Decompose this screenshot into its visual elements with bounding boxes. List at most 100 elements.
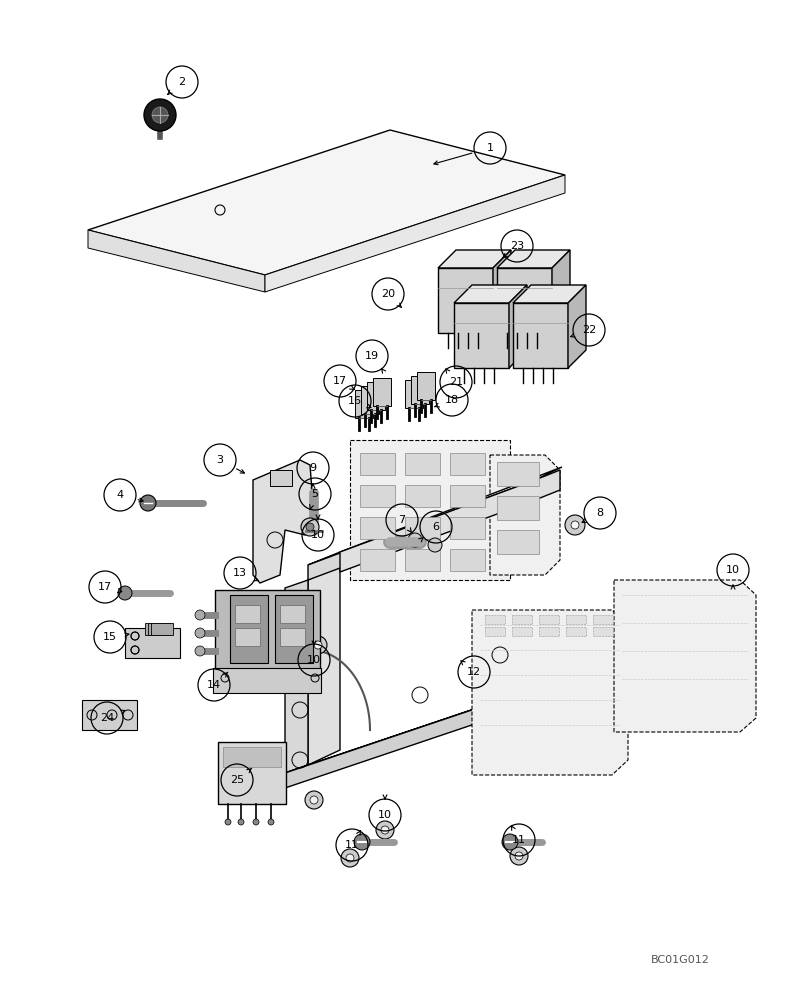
Text: 18: 18 [445, 395, 459, 405]
Circle shape [502, 834, 518, 850]
Circle shape [225, 819, 231, 825]
Bar [405, 517, 440, 539]
Bar [230, 595, 268, 663]
Polygon shape [454, 303, 509, 368]
Text: 17: 17 [98, 582, 112, 592]
Text: 4: 4 [116, 490, 124, 500]
Text: 22: 22 [582, 325, 596, 335]
Text: 16: 16 [348, 396, 362, 406]
Bar [593, 615, 613, 624]
Polygon shape [438, 268, 493, 333]
Bar [539, 615, 559, 624]
Circle shape [152, 107, 168, 123]
Bar [235, 628, 260, 646]
Polygon shape [285, 688, 537, 788]
Bar [218, 742, 286, 804]
Text: 17: 17 [333, 376, 347, 386]
Text: 24: 24 [100, 713, 114, 723]
Text: 11: 11 [345, 840, 359, 850]
Circle shape [268, 819, 274, 825]
Polygon shape [253, 460, 315, 583]
Bar [275, 595, 313, 663]
Polygon shape [497, 250, 570, 268]
Polygon shape [308, 467, 562, 565]
Circle shape [140, 495, 156, 511]
Bar [213, 668, 321, 693]
Text: 20: 20 [381, 289, 395, 299]
Bar [151, 623, 173, 635]
Bar [566, 615, 586, 624]
Circle shape [314, 641, 322, 649]
Bar [405, 485, 440, 507]
Bar [145, 623, 167, 635]
Bar [360, 549, 395, 571]
Text: 9: 9 [309, 463, 317, 473]
Text: 10: 10 [307, 655, 321, 665]
Polygon shape [308, 480, 535, 580]
Polygon shape [308, 565, 340, 765]
Bar [512, 627, 532, 636]
Text: BC01G012: BC01G012 [650, 955, 709, 965]
Text: 8: 8 [596, 508, 604, 518]
Polygon shape [355, 390, 373, 418]
Text: 13: 13 [233, 568, 247, 578]
Polygon shape [411, 376, 429, 404]
Bar [450, 549, 485, 571]
Polygon shape [513, 285, 586, 303]
Polygon shape [472, 610, 628, 775]
Bar [566, 627, 586, 636]
Text: 6: 6 [432, 522, 440, 532]
Polygon shape [405, 380, 423, 408]
Bar [450, 485, 485, 507]
Bar [360, 453, 395, 475]
Circle shape [195, 610, 205, 620]
Bar [360, 517, 395, 539]
Polygon shape [285, 580, 308, 773]
Bar [450, 517, 485, 539]
Bar [497, 530, 539, 554]
Polygon shape [361, 386, 379, 414]
Circle shape [310, 796, 318, 804]
Polygon shape [265, 175, 565, 292]
Circle shape [515, 852, 523, 860]
Bar [270, 470, 292, 486]
Circle shape [381, 826, 389, 834]
Circle shape [354, 834, 370, 850]
Circle shape [238, 819, 244, 825]
Bar [497, 496, 539, 520]
Text: 7: 7 [398, 515, 406, 525]
Text: 23: 23 [510, 241, 524, 251]
Bar [235, 605, 260, 623]
Text: 10: 10 [726, 565, 740, 575]
Bar [82, 700, 137, 730]
Circle shape [301, 518, 319, 536]
Text: 15: 15 [103, 632, 117, 642]
Bar [485, 627, 505, 636]
Bar [405, 453, 440, 475]
Circle shape [408, 533, 422, 547]
Polygon shape [490, 455, 560, 575]
Bar [223, 747, 281, 767]
Text: 25: 25 [230, 775, 244, 785]
Bar [593, 627, 613, 636]
Polygon shape [88, 130, 565, 275]
Polygon shape [367, 382, 385, 410]
Bar [539, 627, 559, 636]
Bar [280, 605, 305, 623]
Bar [280, 628, 305, 646]
Text: 10: 10 [378, 810, 392, 820]
Bar [485, 615, 505, 624]
Circle shape [253, 819, 259, 825]
Polygon shape [614, 580, 756, 732]
Circle shape [428, 538, 442, 552]
Bar [450, 453, 485, 475]
Bar [497, 462, 539, 486]
Circle shape [341, 849, 359, 867]
Text: 2: 2 [179, 77, 186, 87]
Polygon shape [438, 250, 511, 268]
Circle shape [305, 791, 323, 809]
Bar [360, 485, 395, 507]
Polygon shape [493, 250, 511, 333]
Polygon shape [417, 372, 435, 400]
Text: 14: 14 [207, 680, 221, 690]
